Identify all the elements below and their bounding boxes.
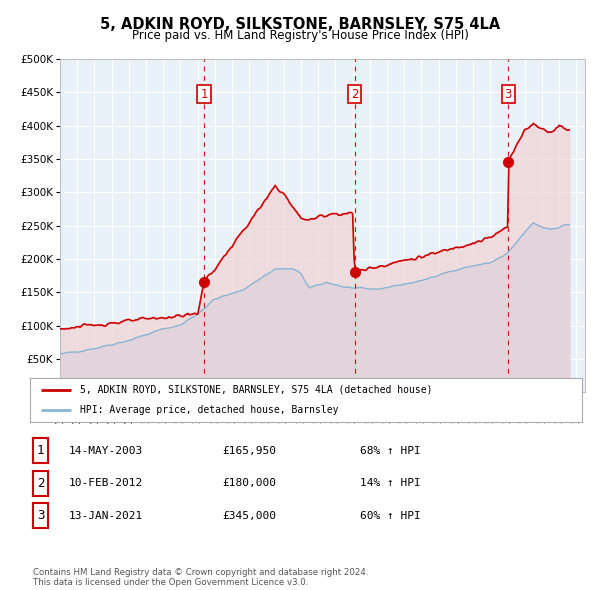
- Text: 3: 3: [37, 509, 44, 522]
- Text: 5, ADKIN ROYD, SILKSTONE, BARNSLEY, S75 4LA (detached house): 5, ADKIN ROYD, SILKSTONE, BARNSLEY, S75 …: [80, 385, 432, 395]
- Text: Contains HM Land Registry data © Crown copyright and database right 2024.
This d: Contains HM Land Registry data © Crown c…: [33, 568, 368, 587]
- Text: 14-MAY-2003: 14-MAY-2003: [69, 446, 143, 455]
- Text: £165,950: £165,950: [222, 446, 276, 455]
- Text: 10-FEB-2012: 10-FEB-2012: [69, 478, 143, 488]
- Text: 2: 2: [37, 477, 44, 490]
- Text: 13-JAN-2021: 13-JAN-2021: [69, 511, 143, 520]
- Text: 3: 3: [505, 87, 512, 100]
- Text: 1: 1: [37, 444, 44, 457]
- Text: 60% ↑ HPI: 60% ↑ HPI: [360, 511, 421, 520]
- Text: HPI: Average price, detached house, Barnsley: HPI: Average price, detached house, Barn…: [80, 405, 338, 415]
- Text: 2: 2: [351, 87, 358, 100]
- Text: Price paid vs. HM Land Registry's House Price Index (HPI): Price paid vs. HM Land Registry's House …: [131, 30, 469, 42]
- Text: £180,000: £180,000: [222, 478, 276, 488]
- Text: 1: 1: [200, 87, 208, 100]
- Text: 68% ↑ HPI: 68% ↑ HPI: [360, 446, 421, 455]
- Text: 14% ↑ HPI: 14% ↑ HPI: [360, 478, 421, 488]
- Text: 5, ADKIN ROYD, SILKSTONE, BARNSLEY, S75 4LA: 5, ADKIN ROYD, SILKSTONE, BARNSLEY, S75 …: [100, 17, 500, 31]
- Text: £345,000: £345,000: [222, 511, 276, 520]
